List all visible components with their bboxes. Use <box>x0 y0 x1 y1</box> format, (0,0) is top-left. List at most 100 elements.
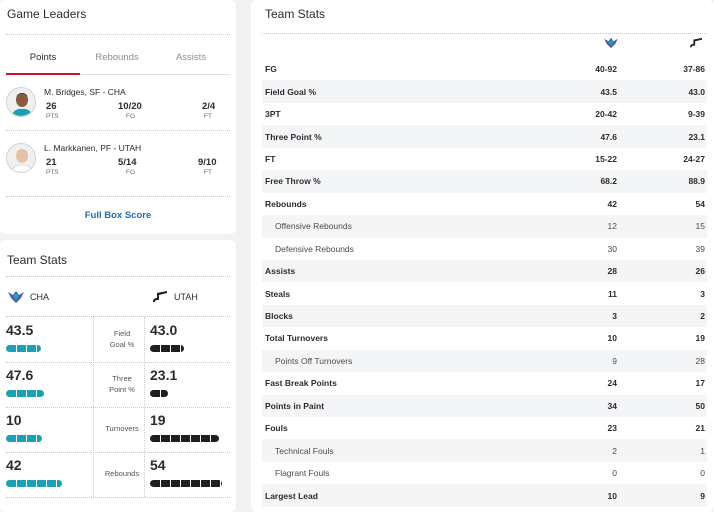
divider <box>6 34 230 35</box>
leader-ft-label: FT <box>204 113 212 120</box>
jazz-logo-icon <box>151 290 169 309</box>
team1-bar <box>6 480 62 487</box>
team1-stat-value: 23 <box>607 423 617 434</box>
bar-segment-divider <box>36 390 37 397</box>
stat-label: Points Off Turnovers <box>262 349 527 373</box>
leader-fg-label: FG <box>126 113 136 120</box>
stats-row: Technical Fouls 2 1 <box>262 439 707 462</box>
player-avatar-icon <box>6 143 36 173</box>
team1-stat-value: 2 <box>527 439 617 462</box>
hornets-logo-icon <box>7 290 25 309</box>
bar-segment-divider <box>26 345 27 352</box>
divider <box>6 407 230 408</box>
leader-name[interactable]: L. Markkanen, PF - UTAH <box>44 143 142 153</box>
full-box-score-link[interactable]: Full Box Score <box>84 210 152 221</box>
leader-fg-label: FG <box>126 169 136 176</box>
bar-segment-divider <box>160 435 161 442</box>
team1-stat-value: 12 <box>527 215 617 238</box>
stats-row: 3PT 20-42 9-39 <box>262 103 707 125</box>
team2-value: 43.0 <box>150 322 178 338</box>
jazz-logo-icon <box>688 36 704 54</box>
team1-stat-value: 24 <box>607 378 617 389</box>
bar-segment-divider <box>210 435 211 442</box>
bar-segment-divider <box>170 435 171 442</box>
team2-stat-value: 28 <box>617 349 707 373</box>
leader-ft-value: 2/4 <box>202 101 216 112</box>
team1-stat-value: 28 <box>527 259 617 283</box>
tab-rebounds[interactable]: Rebounds <box>95 52 139 63</box>
column-separator <box>93 317 94 497</box>
stat-label: Blocks <box>262 304 527 328</box>
compare-label: Rebounds <box>104 469 140 478</box>
stat-label: Technical Fouls <box>262 439 527 462</box>
tab-assists[interactable]: Assists <box>175 52 207 63</box>
stat-label: FT <box>265 153 276 164</box>
team1-stat-value: 20-42 <box>595 109 617 120</box>
team2-name: UTAH <box>174 292 198 302</box>
team2-stat-value: 3 <box>700 288 705 299</box>
bar-segment-divider <box>200 435 201 442</box>
team2-bar <box>150 345 184 352</box>
team2-value: 23.1 <box>150 367 178 383</box>
stats-row: Largest Lead 10 9 <box>262 484 707 507</box>
team2-stat-value: 1 <box>617 439 707 462</box>
team1-value: 43.5 <box>6 322 34 338</box>
game-leaders-title: Game Leaders <box>7 7 87 21</box>
bar-segment-divider <box>36 480 37 487</box>
stats-row: Points in Paint 34 50 <box>262 394 707 417</box>
team-stats-card: Team Stats FG 40-92 37-86 Field Goal % 43.5 4… <box>251 0 714 512</box>
leader-row[interactable]: M. Bridges, SF - CHA 26 PTS 10/20 FG 2/4… <box>0 87 236 135</box>
game-leaders-card: Game Leaders Points Rebounds Assists M. … <box>0 0 236 234</box>
stats-row: Three Point % 47.6 23.1 <box>262 125 707 148</box>
team1-stat-value: 40-92 <box>595 64 617 75</box>
bar-segment-divider <box>56 480 57 487</box>
team1-stat-value: 47.6 <box>527 125 617 148</box>
stats-row: Offensive Rebounds 12 15 <box>262 215 707 238</box>
team1-stat-value: 42 <box>607 198 617 209</box>
leader-name[interactable]: M. Bridges, SF - CHA <box>44 87 126 97</box>
stats-row: FT 15-22 24-27 <box>262 148 707 170</box>
compare-label: Turnovers <box>105 424 139 433</box>
team2-stat-value: 9-39 <box>687 109 705 120</box>
stat-label: Flagrant Fouls <box>275 468 330 479</box>
team1-stat-value: 34 <box>527 394 617 417</box>
bar-segment-divider <box>170 480 171 487</box>
stat-label: 3PT <box>265 109 281 120</box>
team1-name: CHA <box>30 292 50 302</box>
bar-segment-divider <box>180 345 181 352</box>
bar-segment-divider <box>170 345 171 352</box>
divider <box>6 362 230 363</box>
stat-label: Fouls <box>265 423 288 434</box>
team2-stat-value: 17 <box>695 378 705 389</box>
leader-row[interactable]: L. Markkanen, PF - UTAH 21 PTS 5/14 FG 9… <box>0 143 236 191</box>
bar-segment-divider <box>26 435 27 442</box>
compare-row: 43.5 Field Goal % 43.0 <box>6 318 230 363</box>
leader-ft-label: FT <box>204 169 212 176</box>
bar-segment-divider <box>16 345 17 352</box>
divider <box>262 33 707 34</box>
column-separator <box>144 317 145 497</box>
stat-label: Defensive Rebounds <box>275 243 354 254</box>
tab-points[interactable]: Points <box>29 52 57 63</box>
team2-value: 19 <box>150 412 166 428</box>
team2-value: 54 <box>150 457 166 473</box>
stat-label: FG <box>265 64 277 75</box>
stat-label: Three Point % <box>262 125 527 148</box>
team2-bar <box>150 480 222 487</box>
bar-segment-divider <box>190 435 191 442</box>
leader-pts-value: 26 <box>46 101 57 112</box>
team1-stat-value: 15-22 <box>595 153 617 164</box>
team-stats-compare-title: Team Stats <box>7 253 68 267</box>
stat-label: Free Throw % <box>262 170 527 193</box>
bar-segment-divider <box>160 390 161 397</box>
team1-stat-value: 10 <box>527 484 617 507</box>
team-stats-table: FG 40-92 37-86 Field Goal % 43.5 43.0 3PT 20-42… <box>262 58 707 507</box>
stats-row: Steals 11 3 <box>262 282 707 304</box>
team2-stat-value: 2 <box>617 304 707 328</box>
team2-stat-value: 88.9 <box>617 170 707 193</box>
stat-label: Points in Paint <box>262 394 527 417</box>
stats-row: Defensive Rebounds 30 39 <box>262 238 707 260</box>
team1-stat-value: 11 <box>608 288 617 299</box>
team2-stat-value: 43.0 <box>617 80 707 103</box>
team2-stat-value: 50 <box>617 394 707 417</box>
